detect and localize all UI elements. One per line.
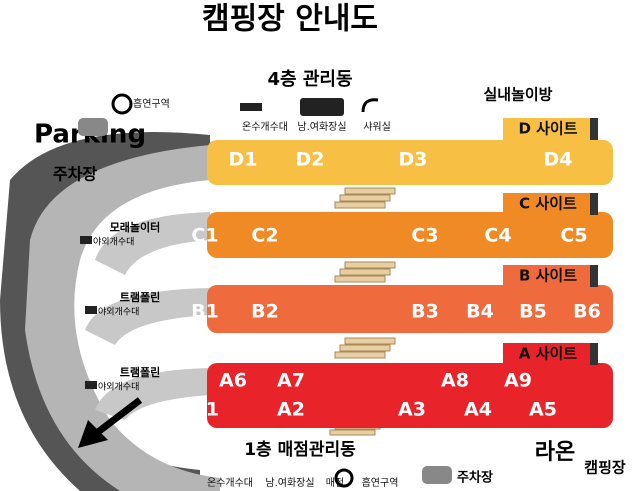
zone-band — [207, 285, 613, 333]
site-label: D1 — [229, 149, 258, 171]
parking-label: 주차장 — [53, 165, 97, 184]
site-label: A6 — [219, 370, 247, 392]
bottom-facility: 남.여화장실 — [265, 477, 314, 489]
zone-tab-end — [590, 265, 598, 287]
toilet-icon — [300, 98, 344, 116]
site-label: A8 — [441, 370, 469, 392]
site-label: D2 — [296, 149, 325, 171]
shower-icon — [361, 98, 379, 113]
title: 캠핑장 안내도 — [202, 2, 378, 37]
site-label: B3 — [411, 301, 439, 323]
side-facility-sub: 야외개수대 — [98, 306, 139, 318]
top-building-name: 4층 관리동 — [267, 69, 352, 90]
site-label: C5 — [560, 225, 587, 247]
site-label: B4 — [466, 301, 494, 323]
side-facility-sub: 야외개수대 — [98, 381, 139, 393]
side-facility-sub: 야외개수대 — [93, 236, 134, 248]
zone-tab-end — [590, 343, 598, 365]
top-facility: 남.여화장실 — [297, 121, 346, 133]
site-label: C3 — [411, 225, 438, 247]
site-label: B6 — [573, 301, 601, 323]
site-label: A2 — [277, 399, 305, 421]
site-label: D3 — [399, 149, 428, 171]
road-c — [95, 212, 210, 275]
zone-name: C 사이트 — [519, 195, 577, 213]
site-label: B5 — [519, 301, 547, 323]
car-icon — [422, 466, 452, 484]
zone-tab — [503, 193, 598, 215]
side-facility: 모래놀이터 — [110, 220, 161, 234]
bottom-facility: 흡연구역 — [362, 476, 399, 489]
site-label: A4 — [464, 399, 492, 421]
brand-sub: 캠핑장 — [584, 459, 626, 477]
site-label: B1 — [191, 301, 219, 323]
direction-arrow — [95, 397, 143, 435]
site-label: A9 — [504, 370, 532, 392]
top-facility: 온수개수대 — [242, 121, 288, 133]
site-label: A7 — [277, 370, 305, 392]
zone-name: A 사이트 — [519, 345, 577, 363]
smoking-icon — [111, 93, 133, 115]
site-label: A1 — [191, 399, 219, 421]
sink-icon — [80, 236, 92, 244]
site-label: A3 — [398, 399, 426, 421]
zone-name: D 사이트 — [518, 120, 577, 138]
side-facility: 트램폴린 — [120, 365, 160, 379]
arrow-head — [78, 420, 108, 448]
bottom-facility: 온수개수대 — [207, 477, 253, 489]
site-label: D4 — [544, 149, 573, 171]
bottom-facility: 주차장 — [457, 470, 493, 486]
brand-main: 라온 — [535, 440, 575, 465]
site-label: C1 — [191, 225, 218, 247]
sink-icon — [85, 306, 97, 314]
road-a — [95, 368, 210, 420]
side-facility: 트램폴린 — [120, 290, 160, 304]
sink-icon — [240, 103, 262, 111]
zone-tab — [503, 265, 598, 287]
zone-tab-end — [590, 118, 598, 140]
sink-icon — [85, 381, 97, 389]
site-label: A5 — [529, 399, 557, 421]
smoking-area: 흡연구역 — [133, 97, 170, 110]
zone-tab — [503, 343, 598, 365]
site-label: B2 — [251, 301, 279, 323]
car-icon — [78, 118, 108, 136]
zone-band — [207, 212, 613, 258]
zone-band — [207, 140, 613, 185]
zone-tab — [503, 118, 598, 140]
road-inner — [25, 145, 220, 491]
zone-tab-end — [590, 193, 598, 215]
road-b — [85, 288, 210, 345]
playroom: 실내놀이방 — [483, 86, 552, 104]
site-label: C2 — [251, 225, 278, 247]
zone-name: B 사이트 — [519, 267, 577, 285]
zone-band — [207, 363, 613, 428]
bottom-building-name: 1층 매점관리동 — [244, 440, 356, 460]
smoking-icon — [334, 468, 354, 488]
site-label: C4 — [484, 225, 511, 247]
top-facility: 샤워실 — [363, 120, 391, 133]
